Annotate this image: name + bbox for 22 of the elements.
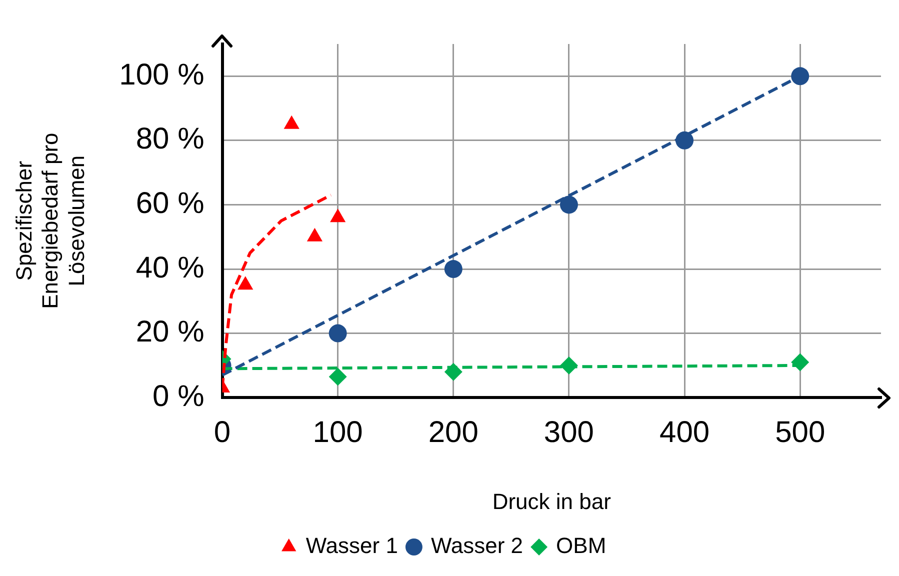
y-tick-label: 60 % bbox=[136, 186, 204, 220]
y-tick-label: 100 % bbox=[119, 58, 204, 92]
point bbox=[560, 196, 578, 214]
x-axis-title: Druck in bar bbox=[492, 488, 611, 514]
y-tick-label: 40 % bbox=[136, 251, 204, 284]
point bbox=[791, 67, 810, 86]
point bbox=[328, 368, 347, 386]
x-tick-label: 200 bbox=[428, 416, 478, 449]
point bbox=[444, 260, 462, 278]
x-tick-label: 400 bbox=[660, 416, 710, 449]
y-tick-label: 20 % bbox=[136, 316, 204, 349]
point bbox=[328, 324, 347, 342]
x-tick-label: 100 bbox=[312, 416, 363, 449]
x-tick-label: 0 bbox=[214, 416, 231, 449]
y-tick-label: 80 % bbox=[136, 122, 204, 156]
legend-label: OBM bbox=[556, 533, 606, 558]
x-tick-label: 300 bbox=[544, 416, 594, 449]
y-axis-title: Spezifischer Energiebedarf pro Lösevolumen bbox=[11, 132, 90, 309]
legend-label: Wasser 2 bbox=[430, 533, 524, 558]
x-tick-label: 500 bbox=[775, 416, 826, 449]
legend-label: Wasser 1 bbox=[306, 533, 398, 558]
y-tick-label: 0 % bbox=[152, 380, 204, 413]
